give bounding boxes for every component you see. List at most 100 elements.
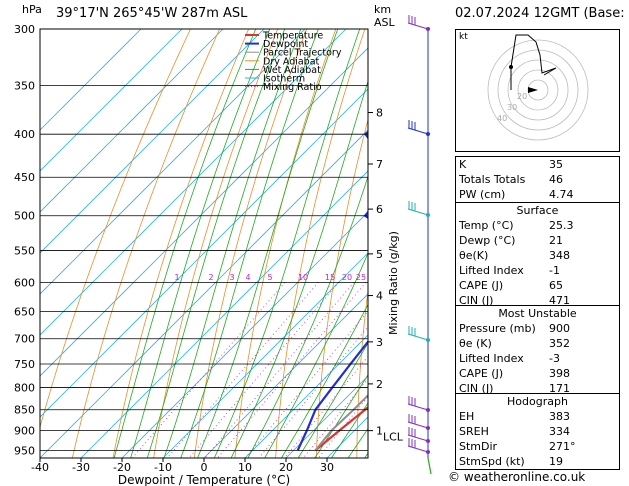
km-tick-label: 3 xyxy=(376,336,383,349)
copyright-credit: © weatheronline.co.uk xyxy=(448,470,586,484)
pressure-tick-label: 650 xyxy=(14,306,35,319)
dry-adiabat-line xyxy=(71,29,220,458)
isotherm-line xyxy=(244,334,368,458)
wind-barb xyxy=(407,445,429,453)
legend-entry: Wet Adiabat xyxy=(263,65,321,76)
wind-barb-dot xyxy=(426,213,430,217)
km-tick-label: 8 xyxy=(376,107,383,120)
wet-adiabat-line xyxy=(314,374,368,458)
hodograph: kt 20 30 40 xyxy=(455,29,620,152)
wet-adiabat-line xyxy=(213,29,361,458)
date-title: 02.07.2024 12GMT (Base: 12) xyxy=(455,6,629,21)
most-unstable-panel: Most Unstable Pressure (mb) 900 θe (K) 352 L… xyxy=(455,305,620,397)
isotherm-line xyxy=(121,211,368,458)
dry-adiabat-line xyxy=(397,29,452,458)
hodograph-ring-label: 20 xyxy=(517,92,527,101)
mixing-ratio-label: 3 xyxy=(229,273,234,282)
legend-entry: Temperature xyxy=(262,31,323,42)
hodograph-row: SREH 334 xyxy=(459,425,570,438)
legend-entry: Isotherm xyxy=(263,74,305,85)
hodograph-unit: kt xyxy=(459,32,468,42)
pressure-tick-label: 700 xyxy=(14,333,35,346)
x-tick-label: 30 xyxy=(320,461,334,474)
mixing-ratio-label: 5 xyxy=(267,273,272,282)
wet-adiabat-line xyxy=(281,303,368,458)
asl-label: ASL xyxy=(374,16,395,29)
isotherm-line xyxy=(40,88,368,418)
wind-barb-dot xyxy=(426,27,430,31)
mixing-ratio-label: 25 xyxy=(356,273,366,282)
index-row-pw: PW (cm) 4.74 xyxy=(459,188,574,201)
most-unstable-row: Pressure (mb) 900 xyxy=(459,322,570,335)
surface-panel: Surface Temp (°C) 25.3 Dewp (°C) 21 θe(K) 348… xyxy=(455,202,620,309)
x-tick-label: -40 xyxy=(31,461,49,474)
dry-adiabat-line xyxy=(234,29,337,458)
isotherm-line xyxy=(203,293,368,458)
wet-adiabat-line xyxy=(113,29,257,458)
wind-barb-dot xyxy=(426,439,430,443)
hodograph-stats-title: Hodograph xyxy=(507,395,568,408)
wet-adiabat-line xyxy=(264,252,368,458)
surface-row: Temp (°C) 25.3 xyxy=(459,219,574,232)
hodograph-stats-panel: Hodograph EH 383 SREH 334 StmDir 271° StmSpd (… xyxy=(455,393,620,470)
pressure-tick-label: 400 xyxy=(14,128,35,141)
mixing-ratio-line xyxy=(166,282,319,458)
mixing-ratio-label: 15 xyxy=(325,273,335,282)
wind-barb-surface xyxy=(427,457,432,475)
km-tick-label: 4 xyxy=(376,290,383,303)
wind-barb xyxy=(407,403,429,411)
km-tick-label: 1 xyxy=(376,425,383,438)
legend-entry: Parcel Trajectory xyxy=(263,48,342,59)
isotherm-line xyxy=(40,29,224,213)
wet-adiabat-line xyxy=(247,175,368,458)
pressure-tick-label: 500 xyxy=(14,210,35,223)
lcl-label: LCL xyxy=(383,431,404,444)
surface-row: Dewp (°C) 21 xyxy=(459,234,563,247)
hodograph-row: StmSpd (kt) 19 xyxy=(459,455,563,468)
most-unstable-title: Most Unstable xyxy=(498,307,577,320)
pressure-tick-label: 350 xyxy=(14,79,35,92)
wet-adiabat-line xyxy=(197,29,339,458)
hodograph-row: EH 383 xyxy=(459,410,570,423)
wind-barb-dot xyxy=(426,426,430,430)
x-tick-label: 0 xyxy=(201,461,208,474)
x-axis-title: Dewpoint / Temperature (°C) xyxy=(118,473,290,486)
pressure-tick-label: 900 xyxy=(14,425,35,438)
plot-area xyxy=(40,29,452,458)
location-title: 39°17'N 265°45'W 287m ASL xyxy=(56,6,248,21)
most-unstable-row: CIN (J) 171 xyxy=(459,382,570,395)
pressure-tick-label: 800 xyxy=(14,382,35,395)
wind-barb xyxy=(407,22,429,30)
km-tick-label: 2 xyxy=(376,378,383,391)
wet-adiabat-line xyxy=(163,29,302,458)
index-row-totals: Totals Totals 46 xyxy=(459,173,563,186)
hodograph-row: StmDir 271° xyxy=(459,440,576,453)
index-row-k: K 35 xyxy=(459,158,563,171)
dry-adiabat-line xyxy=(315,118,368,458)
mixing-ratio-label: 4 xyxy=(245,273,250,282)
x-tick-label: 20 xyxy=(279,461,293,474)
wet-adiabat-line xyxy=(230,79,368,458)
stability-indices-panel: K 35 Totals Totals 46 PW (cm) 4.74 xyxy=(455,156,620,203)
pressure-tick-label: 950 xyxy=(14,444,35,457)
pressure-tick-label: 450 xyxy=(14,171,35,184)
most-unstable-row: Lifted Index -3 xyxy=(459,352,560,365)
wind-barb-dot xyxy=(426,132,430,136)
isotherm-line xyxy=(80,170,368,458)
pressure-axis-unit: hPa xyxy=(22,3,42,16)
mixing-ratio-line xyxy=(217,282,367,458)
hodograph-plot: kt 20 30 40 xyxy=(459,32,589,141)
surface-row: CAPE (J) 65 xyxy=(459,279,563,292)
mixing-ratio-label: 10 xyxy=(298,273,308,282)
storm-motion-marker xyxy=(528,87,538,93)
series-line-parcel-trajectory xyxy=(314,393,368,452)
isotherm-line xyxy=(40,129,368,458)
km-tick-label: 7 xyxy=(376,158,383,171)
pressure-tick-label: 300 xyxy=(14,23,35,36)
wind-barb-dot xyxy=(426,408,430,412)
surface-row: θe(K) 348 xyxy=(459,249,570,262)
hodograph-point xyxy=(509,65,513,69)
isotherm-line xyxy=(40,29,306,295)
isotherm-line xyxy=(162,252,368,458)
